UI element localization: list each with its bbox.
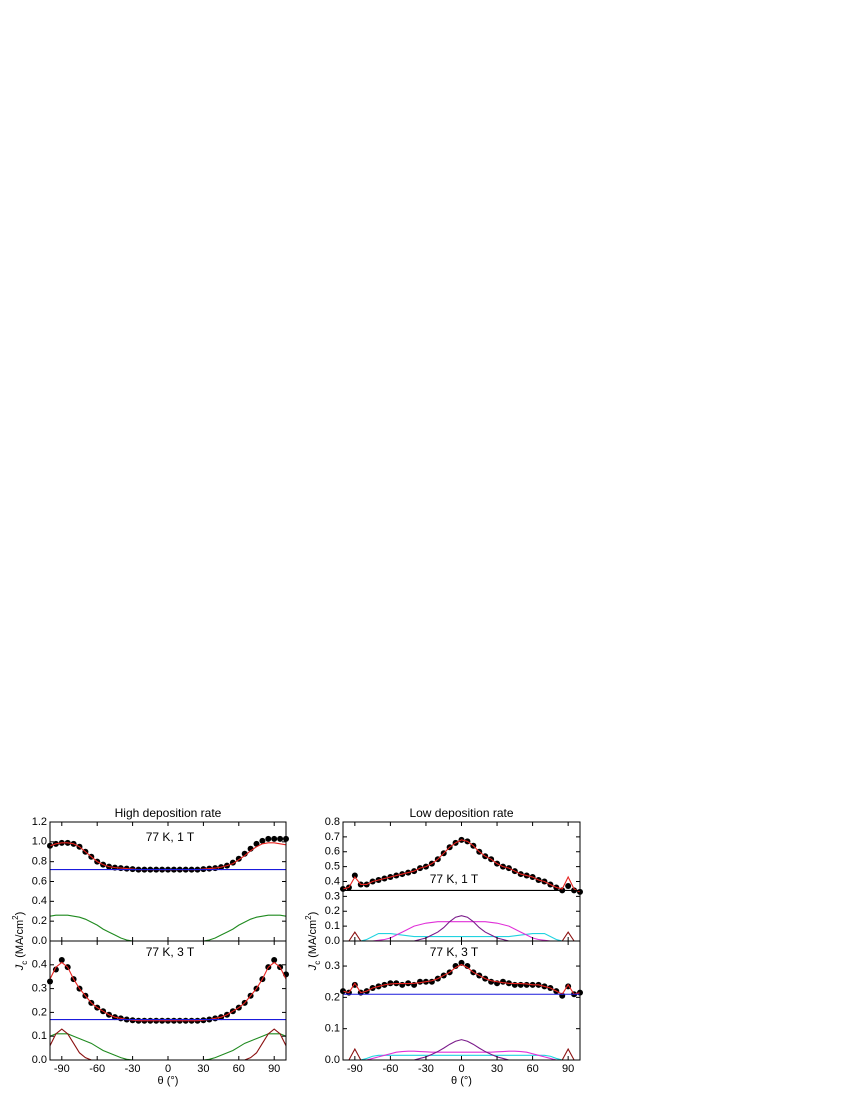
fit-line	[49, 1028, 287, 1061]
x-tick-label: 90	[268, 1063, 280, 1075]
fit-line	[343, 1050, 580, 1061]
fit-line	[342, 839, 581, 893]
y-tick-label: 0.1	[32, 1030, 47, 1042]
y-tick-label: 0.6	[325, 846, 340, 858]
data-point	[523, 981, 530, 988]
data-point	[517, 981, 524, 988]
y-tick-label: 0.3	[325, 890, 340, 902]
y-tick-label: 0.5	[325, 861, 340, 873]
x-tick-label: 90	[562, 1063, 574, 1075]
y-tick-label: 1.2	[32, 816, 47, 828]
data-point	[241, 850, 248, 857]
y-tick-label: 0.0	[325, 1054, 340, 1066]
y-tick-label: 0.6	[32, 875, 47, 887]
y-tick-label: 1.0	[32, 836, 47, 848]
y-axis-label: Jc (MA/cm2)	[11, 912, 29, 972]
y-label-sub: c	[20, 961, 29, 965]
x-tick-label: 30	[491, 1063, 503, 1075]
annotation: 77 K, 3 T	[146, 945, 195, 959]
y-label-sub: c	[313, 961, 322, 965]
data-point	[417, 978, 424, 985]
y-tick-label: 0.0	[32, 1054, 47, 1066]
data-point	[387, 980, 394, 987]
annotation: 77 K, 3 T	[430, 945, 479, 959]
y-tick-label: 0.0	[325, 935, 340, 947]
y-label-symbol: J	[307, 964, 319, 971]
data-point	[452, 963, 459, 970]
y-tick-label: 0.4	[32, 959, 47, 971]
x-tick-label: 30	[197, 1063, 209, 1075]
y-label-symbol: J	[14, 964, 26, 971]
data-point	[58, 957, 65, 964]
y-tick-label: 0.8	[325, 816, 340, 828]
data-point	[265, 835, 272, 842]
y-tick-label: 0.2	[325, 991, 340, 1003]
y-tick-label: 0.1	[325, 920, 340, 932]
y-label-close: )	[307, 912, 319, 916]
data-point	[271, 957, 278, 964]
x-tick-label: 60	[526, 1063, 538, 1075]
x-tick-label: -30	[418, 1063, 434, 1075]
panel-title: High deposition rate	[115, 806, 222, 820]
fit-line	[49, 961, 287, 1022]
y-label-unit: (MA/cm	[14, 920, 26, 961]
data-point	[271, 835, 278, 842]
y-label-sup: 2	[304, 915, 313, 920]
y-tick-label: 0.1	[325, 1023, 340, 1035]
y-tick-label: 0.8	[32, 856, 47, 868]
fit-line	[343, 921, 580, 942]
y-tick-label: 0.2	[32, 1006, 47, 1018]
data-point	[458, 959, 465, 966]
data-point	[499, 978, 506, 985]
x-tick-label: 0	[165, 1063, 171, 1075]
x-tick-label: -90	[347, 1063, 363, 1075]
data-point	[399, 981, 406, 988]
y-tick-label: 0.2	[325, 905, 340, 917]
data-point	[259, 837, 266, 844]
x-tick-label: -30	[125, 1063, 141, 1075]
y-tick-label: 0.2	[32, 915, 47, 927]
data-point	[277, 835, 284, 842]
y-tick-label: 0.4	[32, 895, 47, 907]
x-tick-label: -90	[54, 1063, 70, 1075]
y-label-unit: (MA/cm	[307, 920, 319, 961]
data-point	[464, 963, 471, 970]
fit-line	[342, 963, 581, 995]
y-tick-label: 0.3	[32, 983, 47, 995]
x-tick-label: 0	[458, 1063, 464, 1075]
y-tick-label: 0.3	[325, 960, 340, 972]
x-axis-label: θ (°)	[158, 1075, 179, 1087]
y-tick-label: 0.4	[325, 875, 340, 887]
y-label-sup: 2	[11, 915, 20, 920]
annotation: 77 K, 1 T	[430, 872, 479, 886]
fit-line	[343, 933, 580, 942]
data-point	[565, 882, 572, 889]
y-tick-label: 0.7	[325, 831, 340, 843]
x-tick-label: -60	[89, 1063, 105, 1075]
y-tick-label: 0.0	[32, 935, 47, 947]
panel-title: Low deposition rate	[409, 806, 513, 820]
data-point	[253, 840, 260, 847]
data-point	[511, 981, 518, 988]
annotation: 77 K, 1 T	[146, 830, 195, 844]
data-point	[351, 872, 358, 879]
x-axis-label: θ (°)	[451, 1075, 472, 1087]
y-axis-label: Jc (MA/cm2)	[304, 912, 322, 972]
x-tick-label: -60	[382, 1063, 398, 1075]
x-tick-label: 60	[233, 1063, 245, 1075]
y-label-close: )	[14, 912, 26, 916]
